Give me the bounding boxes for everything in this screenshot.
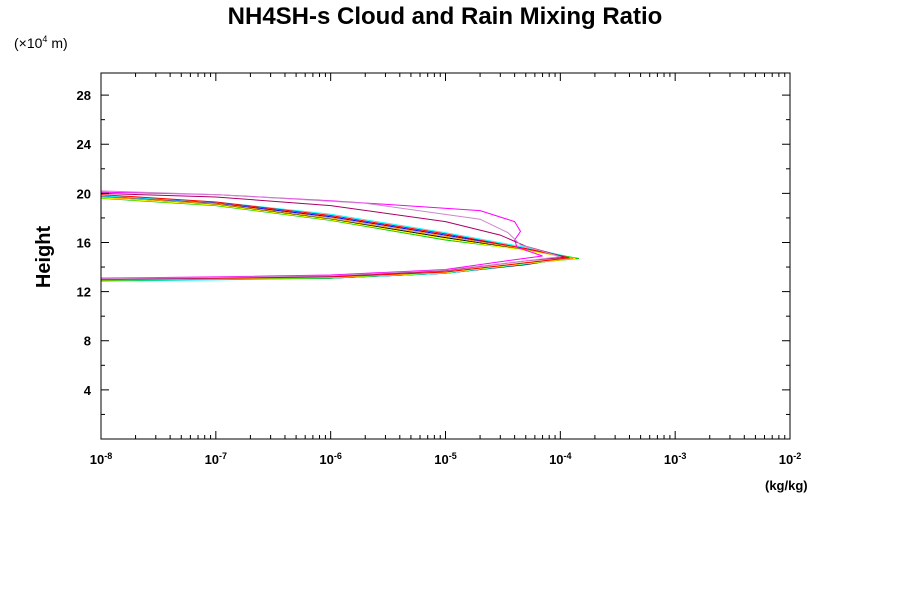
y-tick-label: 16 bbox=[77, 235, 91, 250]
series-line-2 bbox=[100, 195, 572, 282]
y-tick-labels: 4 8 12 16 20 24 28 bbox=[77, 88, 92, 398]
x-tick-label-base: 10 bbox=[664, 452, 678, 467]
x-tick-label-base: 10 bbox=[549, 452, 563, 467]
x-tick-label-exp: -2 bbox=[793, 451, 801, 461]
y-tick-label: 28 bbox=[77, 88, 91, 103]
data-curves bbox=[100, 190, 579, 282]
y-scale-note-unit: m) bbox=[47, 35, 67, 51]
y-axis-label: Height bbox=[33, 226, 55, 289]
x-tick-label-exp: -7 bbox=[219, 451, 227, 461]
chart-title: NH4SH-s Cloud and Rain Mixing Ratio bbox=[228, 3, 663, 30]
x-tick-label-exp: -5 bbox=[449, 451, 457, 461]
series-line-4 bbox=[100, 197, 579, 282]
series-line-9 bbox=[100, 192, 566, 280]
plot-frame bbox=[100, 72, 791, 440]
x-tick-label: 10-5 bbox=[434, 451, 456, 467]
x-tick-label: 10-3 bbox=[664, 451, 686, 467]
y-tick-label: 4 bbox=[84, 383, 92, 398]
y-scale-note-exp: 4 bbox=[42, 34, 47, 44]
axis-ticks bbox=[100, 73, 791, 439]
x-tick-label-base: 10 bbox=[779, 452, 793, 467]
series-line-10 bbox=[100, 190, 561, 280]
x-tick-label-base: 10 bbox=[205, 452, 219, 467]
series-line-5 bbox=[100, 197, 576, 281]
y-tick-label: 12 bbox=[77, 285, 91, 300]
x-tick-label-base: 10 bbox=[434, 452, 448, 467]
y-tick-label: 8 bbox=[84, 334, 91, 349]
x-tick-label: 10-2 bbox=[779, 451, 801, 467]
y-scale-note-base: (×10 bbox=[14, 35, 43, 51]
x-tick-label: 10-8 bbox=[90, 451, 112, 467]
x-unit-label: (kg/kg) bbox=[765, 478, 808, 493]
x-tick-labels: 10-8 10-7 10-6 10-5 10-4 10-3 10-2 bbox=[90, 451, 801, 467]
x-tick-label: 10-6 bbox=[319, 451, 341, 467]
series-line-1 bbox=[100, 196, 570, 282]
y-tick-label: 24 bbox=[77, 137, 92, 152]
x-tick-label: 10-4 bbox=[549, 451, 571, 467]
x-tick-label-base: 10 bbox=[319, 452, 333, 467]
x-tick-label-exp: -3 bbox=[678, 451, 686, 461]
series-line-3 bbox=[100, 195, 574, 282]
x-tick-label: 10-7 bbox=[205, 451, 227, 467]
y-tick-label: 20 bbox=[77, 186, 91, 201]
y-scale-note: (×104 m) bbox=[14, 34, 68, 51]
x-tick-label-exp: -8 bbox=[104, 451, 112, 461]
x-tick-label-base: 10 bbox=[90, 452, 104, 467]
x-tick-label-exp: -6 bbox=[334, 451, 342, 461]
x-tick-label-exp: -4 bbox=[564, 451, 572, 461]
